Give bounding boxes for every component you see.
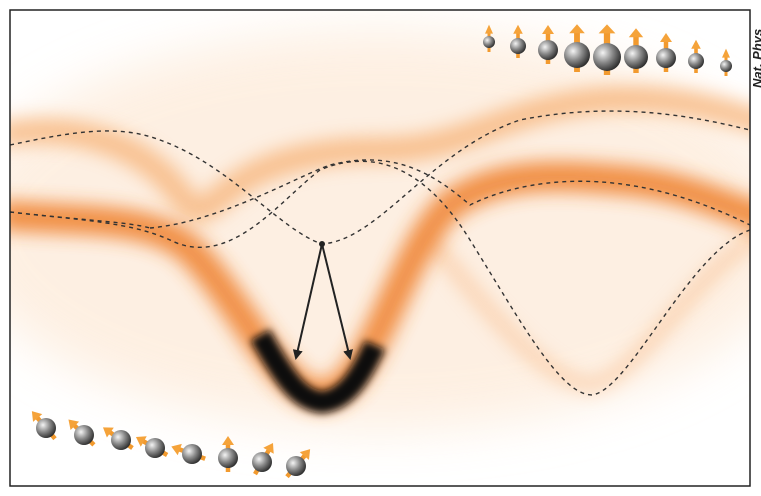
- spin-ball: [145, 438, 165, 458]
- spin-ball: [286, 456, 306, 476]
- credit: Nat. Phys: [750, 29, 761, 88]
- spin-ball: [564, 42, 590, 68]
- spin-ball: [252, 452, 272, 472]
- spin-ball: [688, 53, 704, 69]
- spin-ball: [218, 448, 238, 468]
- spin-ball: [111, 430, 131, 450]
- spectrum: [0, 30, 761, 430]
- spin-ball: [656, 48, 676, 68]
- spin-ball: [74, 425, 94, 445]
- spin-ball: [36, 418, 56, 438]
- page: Nat. Phys (() => { const data = JSON.par…: [0, 0, 761, 496]
- spin-ball: [510, 38, 526, 54]
- spin-ball: [624, 45, 648, 69]
- spin-ball: [538, 40, 558, 60]
- spin-ball: [720, 60, 732, 72]
- spin-ball: [483, 36, 495, 48]
- spin-ball: [593, 43, 621, 71]
- illustration: Nat. Phys: [0, 0, 761, 496]
- spin-ball: [182, 444, 202, 464]
